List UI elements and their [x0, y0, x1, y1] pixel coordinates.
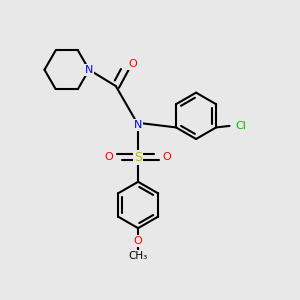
Text: Cl: Cl: [236, 121, 246, 131]
Text: O: O: [163, 152, 172, 162]
Text: O: O: [128, 59, 137, 69]
Text: O: O: [134, 236, 142, 246]
Text: CH₃: CH₃: [128, 251, 148, 261]
Text: S: S: [134, 151, 142, 164]
Text: O: O: [105, 152, 113, 162]
Text: N: N: [85, 65, 93, 75]
Text: N: N: [134, 120, 142, 130]
